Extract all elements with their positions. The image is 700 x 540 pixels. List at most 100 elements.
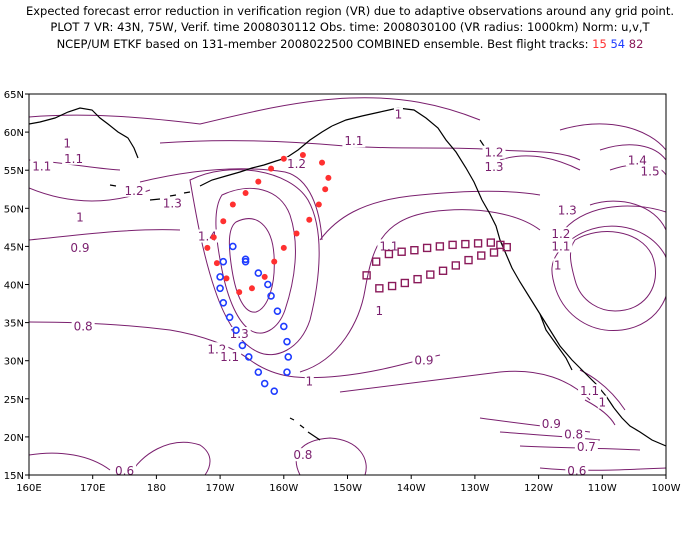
contour-label-layer: 11.111.1 1.21.11.21.3 1.41.51.21.31 1.31.4 1… (30, 107, 662, 478)
track-54-point (254, 269, 263, 277)
contour-label-bg (122, 183, 146, 197)
contour-label-bg (285, 157, 309, 171)
contour-0-6-southwest (129, 441, 211, 475)
contour-label: 0.7 (577, 440, 596, 454)
contour-label: 1 (63, 137, 71, 151)
contour-0-6-southeast (539, 467, 666, 471)
contour-label: 1.5 (641, 165, 660, 179)
contour-label: 0.8 (293, 448, 312, 462)
header-line-2: PLOT 7 VR: 43N, 75W, Verif. time 2008030… (50, 20, 650, 34)
track-15-point (229, 201, 236, 208)
coastlines (29, 107, 666, 447)
contour-label-bg (549, 239, 573, 253)
track-82-point (461, 239, 470, 249)
flight-tracks (204, 151, 511, 395)
contour-label-bg (113, 464, 137, 478)
flight-track-54 (216, 242, 293, 395)
lat-tick-labels: 15N 20N 25N 30N 35N 40N 45N 50N 55N 60N 65N (4, 90, 29, 482)
contour-label-bg (574, 439, 598, 453)
coast-west-north-america (481, 199, 615, 409)
track-82-point (410, 246, 419, 255)
lat-tick-label: 55N (4, 166, 24, 177)
header-line-3-prefix: NCEP/UM ETKF based on 131-member 2008022… (56, 37, 593, 51)
contour-label: 0.9 (70, 241, 89, 255)
figure-header: Expected forecast error reduction in ver… (0, 0, 700, 72)
lon-tick-label: 180 (147, 483, 166, 494)
contour-1-1-north (159, 140, 581, 161)
contour-label-bg (342, 134, 366, 148)
contour-label: 1.1 (580, 384, 599, 398)
plot-frame (28, 93, 667, 476)
lat-tick-label: 30N (4, 357, 24, 368)
contour-label-bg (218, 349, 242, 363)
contour-0-8-southeast (499, 431, 601, 441)
track-82-point (387, 281, 397, 291)
contour-label-bg (377, 239, 401, 253)
track-82-point (371, 257, 381, 266)
contour-label-bg (62, 151, 86, 165)
track-15-point (306, 216, 313, 223)
contour-label: 1.2 (287, 157, 306, 171)
contour-label: 0.8 (564, 428, 583, 442)
contour-label-bg (291, 448, 315, 462)
track-id-54: 54 (610, 37, 626, 51)
track-82-point (473, 239, 483, 248)
lon-tick-label: 120W (524, 483, 553, 494)
track-82-point (413, 274, 422, 284)
track-54-point (270, 387, 279, 395)
track-15-point (280, 244, 287, 251)
track-15-point (223, 275, 230, 282)
contour-label-bg (68, 240, 92, 254)
contour-label: 1.1 (379, 239, 398, 253)
track-54-point (244, 353, 253, 361)
contour-1-1-central (319, 190, 541, 241)
lat-tick-label: 60N (4, 128, 24, 139)
track-82-point (486, 238, 496, 247)
contour-label: 1 (76, 210, 84, 224)
track-54-point (254, 368, 263, 376)
lon-tick-label: 170W (206, 483, 235, 494)
contour-label-bg (562, 427, 586, 441)
track-15-point (210, 234, 217, 241)
track-15-point (204, 244, 211, 251)
lon-tick-labels: 160E 170E 180 170W 160W 150W 140W 130W 120W 110W 1… (16, 475, 681, 494)
track-15-point (293, 230, 300, 237)
contour-label-bg (638, 164, 662, 178)
contour-label: 1.4 (198, 229, 217, 243)
coast-baja-california (539, 313, 573, 371)
track-82-point (464, 255, 473, 265)
contour-0-7-southwest (29, 452, 111, 471)
track-82-point (502, 242, 511, 252)
lat-tick-label: 15N (4, 471, 24, 482)
track-54-point (260, 379, 269, 388)
contour-label: 1.2 (484, 146, 503, 160)
contour-label-bg (75, 210, 85, 224)
contour-lines (29, 97, 666, 475)
track-15-point (271, 258, 278, 265)
track-54-point (264, 280, 272, 289)
contour-label: 1.1 (220, 350, 239, 364)
contour-label-bg (393, 107, 403, 121)
track-15-point (268, 165, 275, 172)
contour-label: 1.3 (163, 197, 182, 211)
contour-label-bg (374, 304, 384, 318)
track-15-point (242, 190, 249, 197)
track-54-point (229, 242, 237, 251)
track-54-point (216, 273, 224, 281)
contour-label: 1.2 (551, 227, 570, 241)
contour-label-bg (482, 160, 506, 174)
contour-label-bg (482, 145, 506, 159)
coast-kamchatka (29, 107, 139, 159)
contour-1-3-ring-east (589, 200, 666, 231)
contour-label: 1.4 (628, 153, 647, 167)
contour-label: 0.6 (567, 464, 586, 478)
contour-label: 1 (554, 258, 562, 272)
track-15-point (319, 159, 326, 166)
contour-label: 1.1 (551, 239, 570, 253)
lon-tick-label: 160E (16, 483, 41, 494)
header-line-3: NCEP/UM ETKF based on 131-member 2008022… (0, 37, 700, 51)
contour-label: 0.9 (542, 417, 561, 431)
contour-label-bg (625, 153, 649, 167)
contour-label: 1.2 (125, 184, 144, 198)
contour-label: 1.1 (32, 159, 51, 173)
